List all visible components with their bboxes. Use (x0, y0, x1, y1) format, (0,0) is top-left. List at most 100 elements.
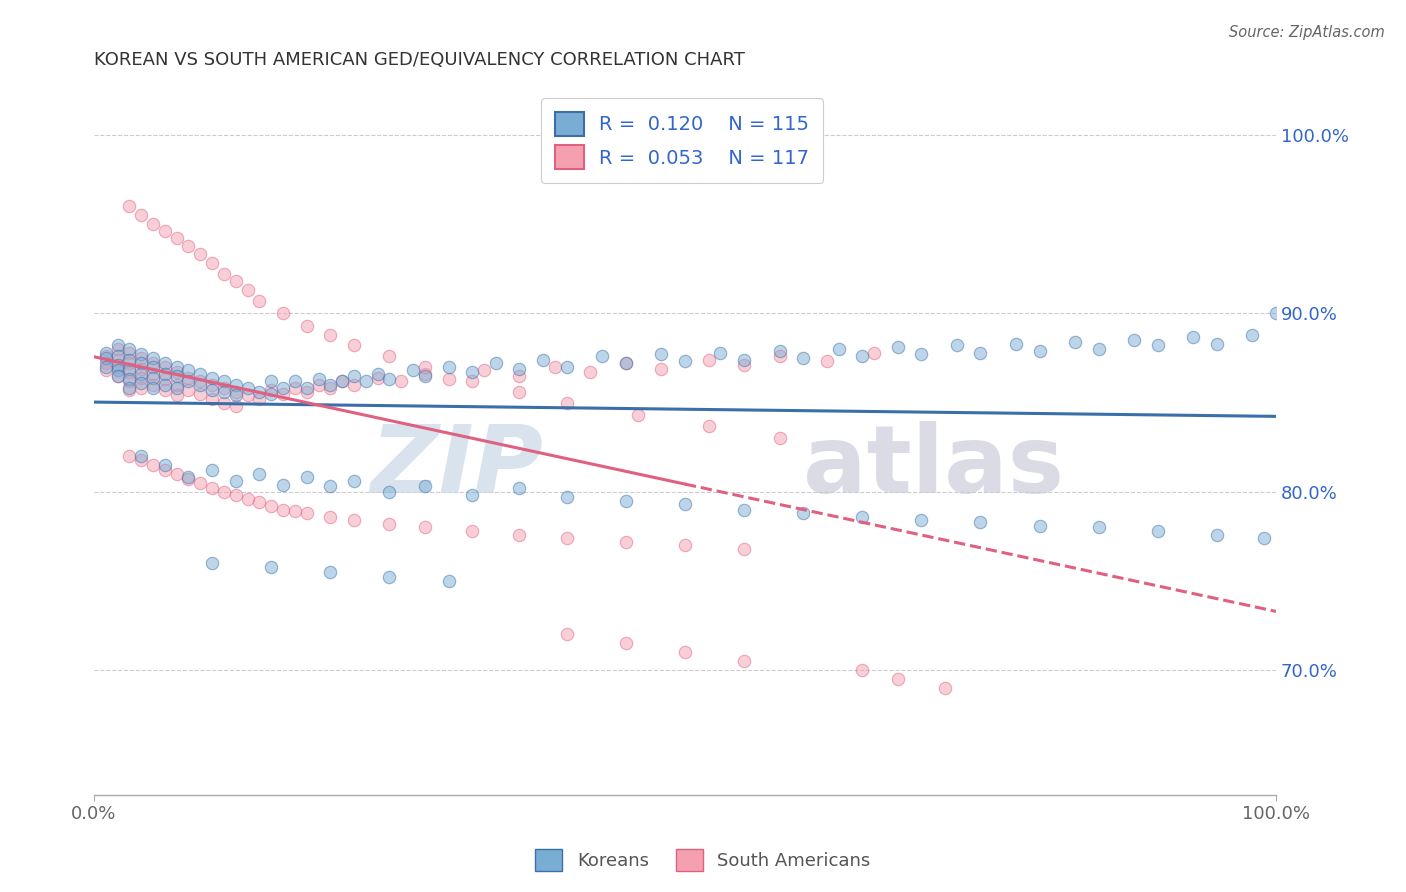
Point (815, 354, 838, 368)
Point (166, 381, 188, 395)
Point (153, 356, 176, 370)
Point (308, 377, 330, 392)
Point (969, 345, 991, 359)
Point (212, 381, 235, 395)
Point (851, 663, 873, 677)
Point (367, 367, 389, 381)
Point (627, 408, 650, 422)
Point (249, 392, 271, 406)
Point (142, 356, 165, 370)
Point (94, 351, 117, 365)
Point (792, 351, 814, 365)
Point (153, 367, 176, 381)
Point (1205, 336, 1227, 351)
Point (188, 247, 211, 261)
Point (201, 383, 224, 397)
Point (402, 363, 425, 377)
Point (177, 383, 200, 397)
Point (271, 477, 294, 491)
Point (863, 345, 886, 359)
Point (188, 367, 211, 381)
Point (142, 370, 165, 384)
Point (1241, 327, 1264, 342)
Point (260, 559, 283, 574)
Point (378, 484, 401, 499)
Point (166, 377, 188, 392)
Point (284, 381, 307, 395)
Point (271, 306, 294, 320)
Point (851, 509, 873, 524)
Point (555, 359, 578, 374)
Point (1123, 333, 1146, 347)
Point (236, 283, 259, 297)
Point (129, 452, 152, 467)
Point (188, 377, 211, 392)
Point (1146, 338, 1168, 352)
Point (225, 274, 247, 288)
Point (413, 520, 436, 534)
Point (733, 654, 755, 668)
Point (1146, 524, 1168, 538)
Point (118, 345, 141, 359)
Point (188, 386, 211, 401)
Point (166, 368, 188, 383)
Point (343, 474, 366, 488)
Point (177, 370, 200, 384)
Point (260, 383, 283, 397)
Point (94, 356, 117, 370)
Point (153, 372, 176, 386)
Point (225, 488, 247, 502)
Point (295, 381, 318, 395)
Point (249, 467, 271, 481)
Point (319, 377, 342, 392)
Point (1253, 531, 1275, 545)
Point (910, 347, 932, 361)
Point (153, 463, 176, 477)
Point (260, 499, 283, 513)
Point (153, 458, 176, 472)
Point (129, 208, 152, 222)
Point (579, 365, 602, 379)
Point (94, 359, 117, 374)
Point (378, 349, 401, 363)
Point (1087, 342, 1109, 356)
Point (697, 418, 720, 433)
Text: KOREAN VS SOUTH AMERICAN GED/EQUIVALENCY CORRELATION CHART: KOREAN VS SOUTH AMERICAN GED/EQUIVALENCY… (94, 51, 745, 69)
Point (177, 472, 200, 486)
Point (201, 377, 224, 392)
Point (236, 381, 259, 395)
Point (851, 349, 873, 363)
Point (934, 681, 956, 695)
Point (544, 359, 567, 374)
Point (768, 343, 790, 358)
Legend: R =  0.120    N = 115, R =  0.053    N = 117: R = 0.120 N = 115, R = 0.053 N = 117 (541, 98, 823, 183)
Point (969, 515, 991, 529)
Point (508, 361, 530, 376)
Point (591, 349, 613, 363)
Point (142, 377, 165, 392)
Point (284, 504, 307, 518)
Point (485, 356, 508, 370)
Point (225, 388, 247, 402)
Point (827, 342, 849, 356)
Point (733, 541, 755, 556)
Point (1205, 527, 1227, 541)
Point (308, 372, 330, 386)
Point (142, 381, 165, 395)
Point (614, 493, 637, 508)
Point (249, 495, 271, 509)
Point (946, 338, 969, 352)
Point (673, 645, 696, 659)
Point (225, 384, 247, 399)
Point (343, 368, 366, 383)
Point (614, 636, 637, 650)
Point (508, 527, 530, 541)
Point (129, 381, 152, 395)
Point (1028, 518, 1050, 533)
Point (236, 388, 259, 402)
Point (177, 363, 200, 377)
Point (319, 479, 342, 493)
Point (271, 381, 294, 395)
Point (118, 449, 141, 463)
Point (118, 374, 141, 388)
